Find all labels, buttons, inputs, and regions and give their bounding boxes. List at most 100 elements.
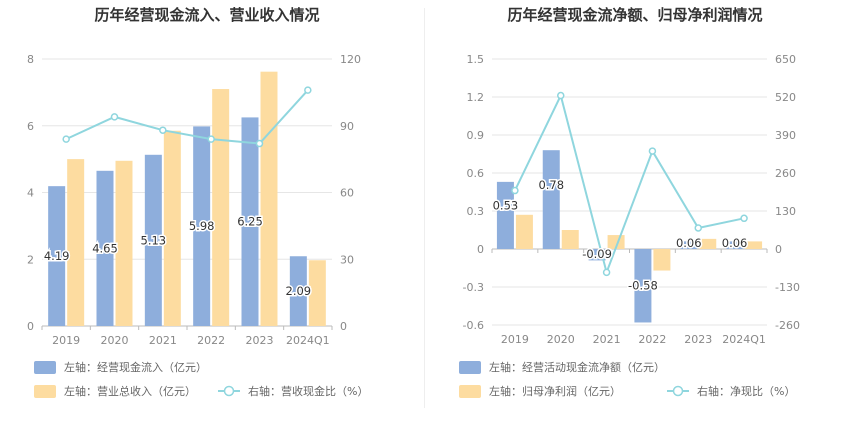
legend-label: 左轴：营业总收入（亿元） — [64, 384, 196, 398]
bar-data-label: 5.13 — [141, 233, 167, 247]
bar-data-label: 2.09 — [286, 284, 312, 298]
right-axis-tick: -260 — [775, 319, 800, 332]
chart-title: 历年经营现金流入、营业收入情况 — [94, 6, 319, 24]
legend-label: 右轴：净现比（%） — [697, 384, 795, 398]
secondary-bar — [745, 241, 763, 249]
ratio-point — [602, 268, 611, 277]
ratio-point — [207, 135, 215, 143]
left-axis-tick: 4 — [27, 187, 34, 200]
x-axis-tick: 2019 — [501, 333, 529, 346]
cash-inflow-revenue-chart: 历年经营现金流入、营业收入情况 0 2 4 6 8 0 30 60 90 120 2019 2020 20… — [27, 6, 368, 398]
left-axis-tick: 1.2 — [467, 91, 485, 104]
secondary-bar — [515, 214, 533, 249]
right-axis-tick: 120 — [340, 53, 361, 66]
primary-bar — [588, 249, 606, 261]
bar-data-label: -0.09 — [582, 247, 612, 261]
bar-data-label: 6.25 — [237, 215, 263, 229]
x-axis-tick: 2022 — [638, 333, 666, 346]
legend-line-marker — [223, 385, 235, 397]
left-axis-tick: 6 — [27, 120, 34, 133]
right-axis-tick: 0 — [340, 320, 347, 333]
bar-data-label: 4.65 — [92, 241, 118, 255]
legend-swatch — [34, 385, 56, 398]
ratio-point — [255, 139, 264, 148]
ratio-point — [110, 113, 119, 121]
primary-bar — [96, 170, 114, 326]
ratio-line — [514, 92, 745, 276]
primary-bar — [542, 150, 560, 249]
ratio-point — [62, 135, 70, 143]
left-axis-tick: 0.3 — [467, 205, 485, 218]
ratio-point — [159, 126, 167, 134]
right-axis-tick: 0 — [775, 243, 782, 256]
primary-bar — [193, 126, 211, 326]
primary-bar — [634, 249, 652, 323]
x-axis-tick: 2020 — [101, 334, 129, 347]
legend-swatch — [459, 385, 481, 398]
x-axis-tick: 2021 — [593, 333, 621, 346]
primary-bar — [144, 154, 162, 326]
bar-data-label: 4.19 — [44, 249, 70, 263]
left-axis-tick: 1.5 — [467, 53, 485, 66]
ratio-point — [694, 224, 702, 232]
left-axis-tick: -0.6 — [463, 319, 484, 332]
legend-swatch — [34, 361, 56, 374]
ratio-point — [304, 86, 312, 94]
x-axis-tick: 2022 — [197, 334, 225, 347]
left-axis-tick: 8 — [27, 53, 34, 66]
bar-data-label: 0.78 — [538, 178, 564, 192]
left-axis-tick: -0.3 — [463, 281, 484, 294]
legend-label: 左轴：经营活动现金流净额（亿元） — [489, 360, 665, 374]
bar-data-label: 0.06 — [676, 236, 702, 250]
legend-label: 左轴：归母净利润（亿元） — [489, 384, 621, 398]
right-axis-tick: 650 — [775, 53, 796, 66]
ratio-point — [557, 91, 565, 100]
right-axis-tick: 520 — [775, 91, 796, 104]
primary-bar — [680, 241, 698, 249]
left-axis-tick: 0.9 — [467, 129, 485, 142]
legend-label: 左轴：经营现金流入（亿元） — [64, 360, 207, 374]
left-axis-tick: 0.6 — [467, 167, 485, 180]
panel-divider — [424, 8, 425, 408]
primary-bar — [48, 186, 66, 326]
primary-bar — [241, 117, 259, 326]
x-axis-tick: 2019 — [52, 334, 80, 347]
right-axis-tick: 260 — [775, 167, 796, 180]
primary-bar — [289, 256, 307, 326]
secondary-bar — [163, 130, 181, 326]
legend-line-marker — [672, 385, 684, 397]
right-axis-tick: 60 — [340, 187, 354, 200]
right-axis-tick: 130 — [775, 205, 796, 218]
right-axis-tick: 390 — [775, 129, 796, 142]
right-axis-tick: 30 — [340, 253, 354, 266]
primary-bar — [496, 181, 514, 249]
right-axis-tick: -130 — [775, 281, 800, 294]
secondary-bar — [308, 260, 326, 326]
x-axis-tick: 2021 — [149, 334, 177, 347]
left-axis-tick: 0 — [477, 243, 484, 256]
primary-bar — [726, 241, 744, 249]
ratio-line — [65, 89, 309, 145]
bar-data-label: 0.06 — [722, 236, 748, 250]
secondary-bar — [260, 71, 278, 327]
left-axis-tick: 0 — [27, 320, 34, 333]
right-axis-tick: 90 — [340, 120, 354, 133]
x-axis-tick: 2023 — [684, 333, 712, 346]
x-axis-tick: 2020 — [547, 333, 575, 346]
left-axis-tick: 2 — [27, 253, 34, 266]
net-cash-profit-chart: 历年经营现金流净额、归母净利润情况 -0.6 -0.3 0 0.3 0.6 0.9 1.2 1.… — [459, 6, 800, 398]
ratio-point — [648, 147, 657, 155]
legend-label: 右轴：营收现金比（%） — [248, 384, 368, 398]
bar-data-label: -0.58 — [628, 279, 658, 293]
bar-data-label: 0.53 — [493, 198, 519, 212]
secondary-bar — [115, 160, 133, 326]
chart-title: 历年经营现金流净额、归母净利润情况 — [507, 6, 762, 24]
x-axis-tick: 2024Q1 — [722, 333, 766, 346]
secondary-bar — [212, 89, 230, 326]
x-axis-tick: 2024Q1 — [286, 334, 330, 347]
bar-data-label: 5.98 — [189, 219, 215, 233]
secondary-bar — [67, 159, 85, 326]
ratio-point — [740, 214, 748, 223]
legend-swatch — [459, 361, 481, 374]
